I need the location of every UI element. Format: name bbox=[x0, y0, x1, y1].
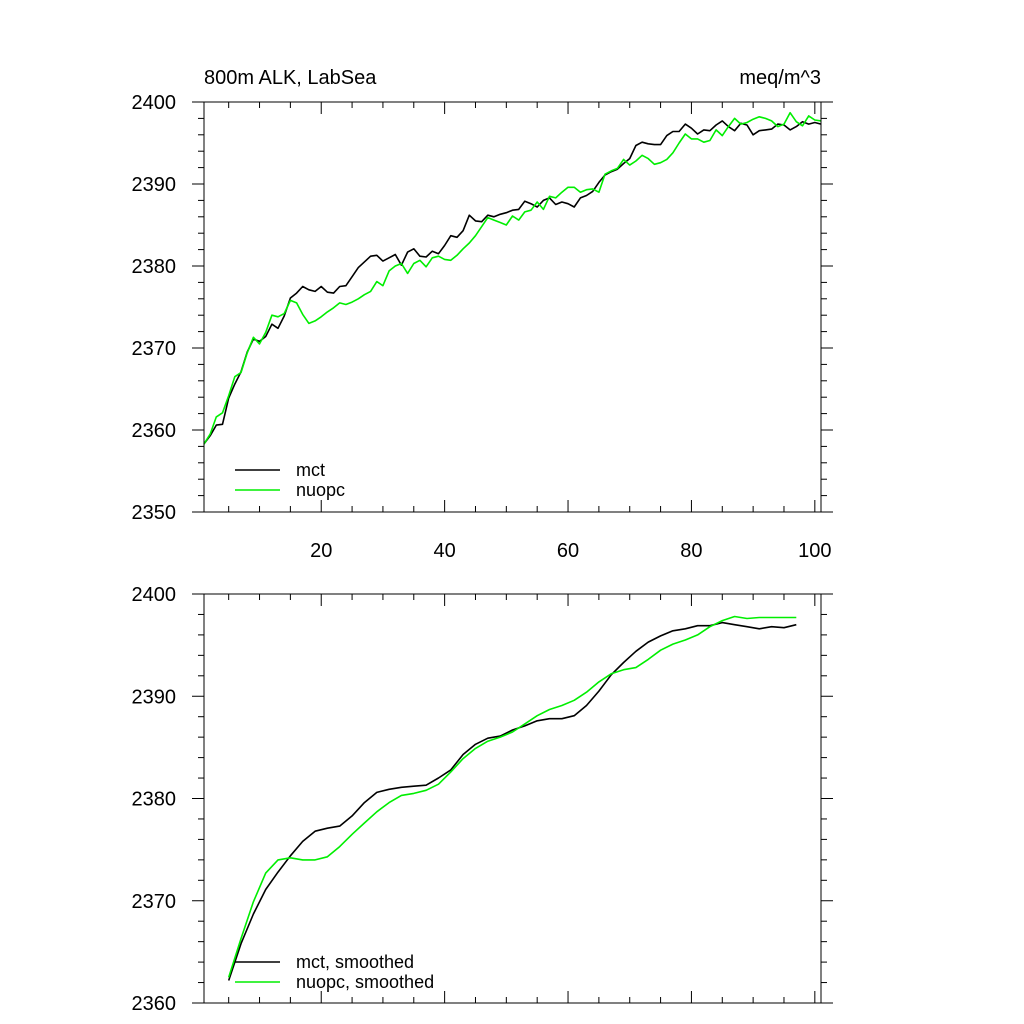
legend-label-mct: mct bbox=[296, 460, 325, 480]
y-tick-label: 2400 bbox=[132, 584, 177, 606]
bottom-panel: 2360 2370 2380 2390 2400 mct, smoothed nuopc… bbox=[132, 584, 833, 1015]
y-tick-label: 2390 bbox=[132, 174, 177, 196]
bottom-panel-legend: mct, smoothed nuopc, smoothed bbox=[235, 952, 434, 992]
legend-label-mct-smoothed: mct, smoothed bbox=[296, 952, 414, 972]
top-panel-ticks bbox=[192, 101, 833, 513]
series-line-mct-smoothed bbox=[227, 621, 797, 981]
legend-label-nuopc-smoothed: nuopc, smoothed bbox=[296, 972, 434, 992]
series-line-mct bbox=[203, 120, 822, 445]
top-panel-series bbox=[203, 111, 822, 445]
x-tick-label: 20 bbox=[310, 540, 332, 562]
x-tick-label: 100 bbox=[798, 540, 831, 562]
top-panel-tick-labels: 20 40 60 80 100 2350 2360 2370 2380 2390 2400 bbox=[132, 92, 832, 562]
bottom-panel-series bbox=[227, 615, 797, 981]
y-tick-label: 2370 bbox=[132, 338, 177, 360]
x-tick-label: 60 bbox=[557, 540, 579, 562]
bottom-panel-ticks bbox=[192, 593, 833, 1004]
y-tick-label: 2350 bbox=[132, 502, 177, 524]
y-tick-label: 2360 bbox=[132, 993, 177, 1015]
y-tick-label: 2360 bbox=[132, 420, 177, 442]
legend-label-nuopc: nuopc bbox=[296, 480, 345, 500]
series-line-nuopc-smoothed bbox=[227, 615, 797, 978]
plot-title-right: meq/m^3 bbox=[739, 67, 821, 89]
top-panel-legend: mct nuopc bbox=[235, 460, 345, 500]
y-tick-label: 2390 bbox=[132, 686, 177, 708]
bottom-plot-frame bbox=[203, 593, 822, 1004]
plot-title-left: 800m ALK, LabSea bbox=[204, 67, 377, 89]
x-tick-label: 40 bbox=[434, 540, 456, 562]
series-line-nuopc bbox=[203, 111, 822, 445]
y-tick-label: 2370 bbox=[132, 891, 177, 913]
top-plot-frame bbox=[203, 101, 822, 513]
x-tick-label: 80 bbox=[680, 540, 702, 562]
top-panel: 800m ALK, LabSea meq/m^3 20 40 60 80 100 2350… bbox=[132, 67, 833, 562]
bottom-panel-tick-labels: 2360 2370 2380 2390 2400 bbox=[132, 584, 177, 1015]
y-tick-label: 2380 bbox=[132, 256, 177, 278]
y-tick-label: 2380 bbox=[132, 789, 177, 811]
y-tick-label: 2400 bbox=[132, 92, 177, 114]
